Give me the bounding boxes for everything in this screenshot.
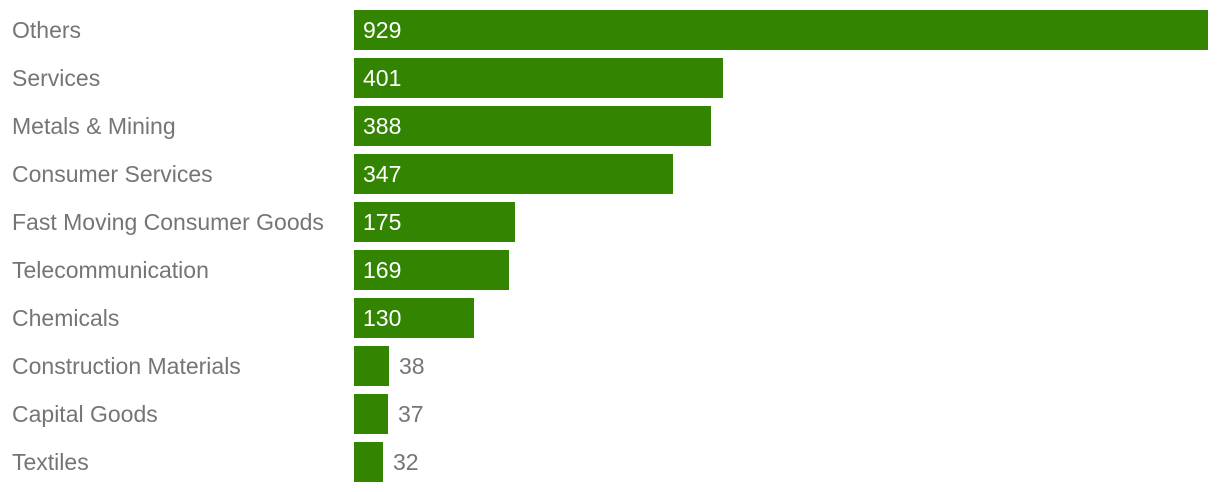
bars: [354, 10, 1208, 482]
category-label: Capital Goods: [12, 401, 158, 427]
category-label: Consumer Services: [12, 161, 213, 187]
data-label: 38: [399, 353, 425, 379]
bar: [354, 202, 515, 242]
data-label: 169: [363, 257, 401, 283]
bar: [354, 154, 673, 194]
category-labels: Others Services Metals & Mining Consumer Se…: [12, 17, 324, 475]
data-label: 929: [363, 17, 401, 43]
category-label: Construction Materials: [12, 353, 241, 379]
category-label: Services: [12, 65, 100, 91]
bar: [354, 58, 723, 98]
bar: [354, 250, 509, 290]
bar: [354, 106, 711, 146]
category-label: Fast Moving Consumer Goods: [12, 209, 324, 235]
category-label: Others: [12, 17, 81, 43]
category-label: Chemicals: [12, 305, 119, 331]
bar: [354, 442, 383, 482]
bar: [354, 298, 474, 338]
data-label: 175: [363, 209, 401, 235]
data-label: 32: [393, 449, 419, 475]
data-label: 347: [363, 161, 401, 187]
value-labels: 929 401 388 347 175 169 130 38 37 32: [363, 17, 425, 475]
data-label: 388: [363, 113, 401, 139]
bar: [354, 394, 388, 434]
data-label: 130: [363, 305, 401, 331]
category-label: Textiles: [12, 449, 89, 475]
data-label: 37: [398, 401, 424, 427]
bar: [354, 346, 389, 386]
data-label: 401: [363, 65, 401, 91]
category-label: Telecommunication: [12, 257, 209, 283]
category-label: Metals & Mining: [12, 113, 176, 139]
bar: [354, 10, 1208, 50]
